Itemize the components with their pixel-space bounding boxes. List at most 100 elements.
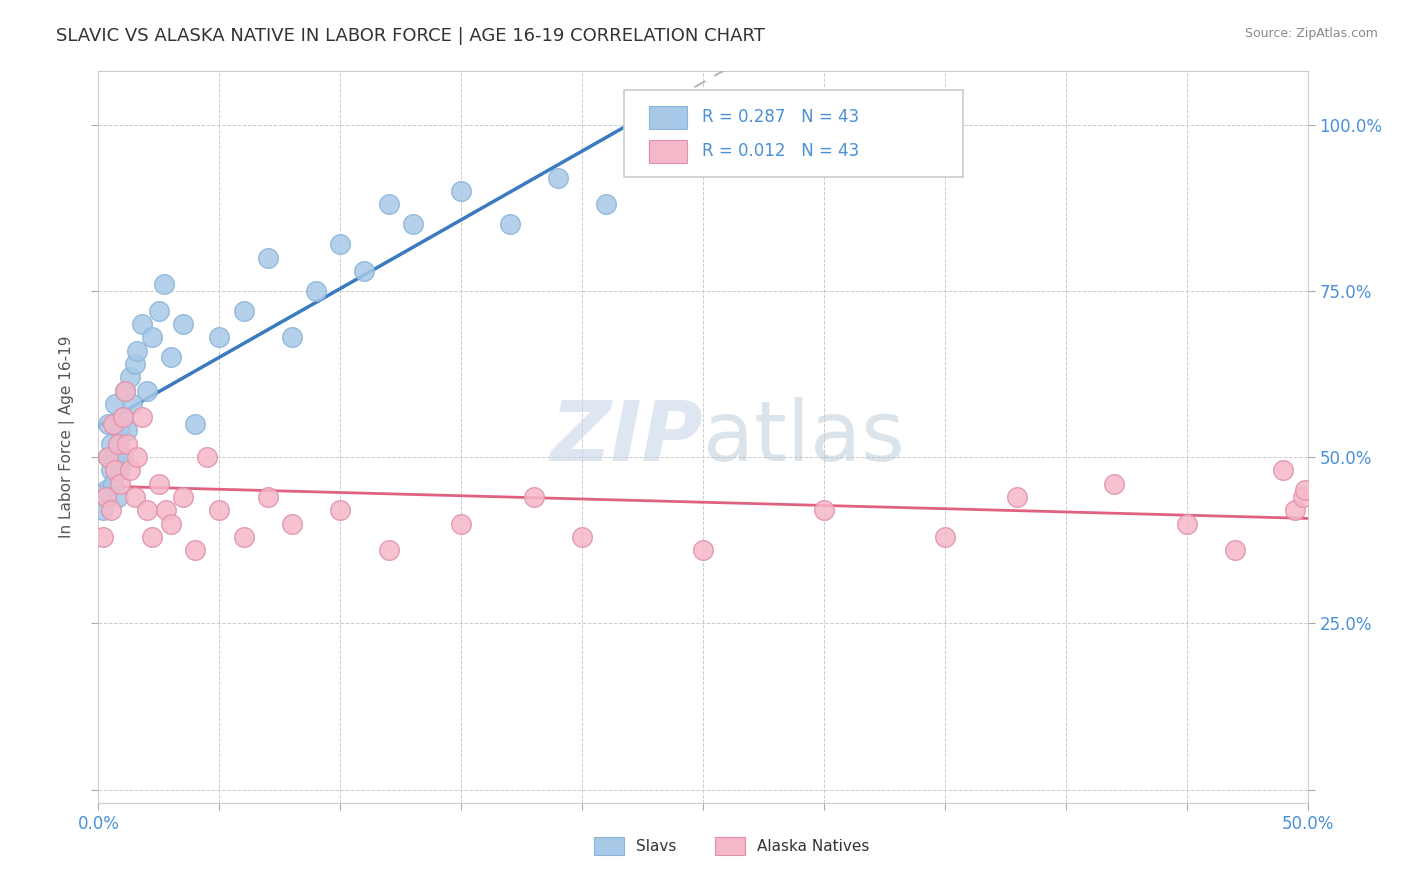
Point bbox=[281, 330, 304, 344]
Point bbox=[281, 516, 304, 531]
Point bbox=[402, 217, 425, 231]
Point bbox=[101, 417, 124, 431]
Point bbox=[124, 357, 146, 371]
Point bbox=[595, 197, 617, 211]
Point bbox=[152, 277, 174, 292]
Point bbox=[353, 264, 375, 278]
Point bbox=[1294, 483, 1316, 498]
Text: ZIP: ZIP bbox=[550, 397, 703, 477]
Point bbox=[172, 490, 194, 504]
Point bbox=[160, 516, 183, 531]
Point bbox=[135, 503, 157, 517]
Point bbox=[195, 450, 218, 464]
Point bbox=[571, 530, 593, 544]
Point bbox=[114, 384, 136, 398]
Point bbox=[208, 503, 231, 517]
FancyBboxPatch shape bbox=[648, 139, 688, 163]
Point bbox=[91, 503, 114, 517]
Point bbox=[523, 490, 546, 504]
Point bbox=[1284, 503, 1306, 517]
Point bbox=[107, 436, 129, 450]
Point bbox=[160, 351, 183, 365]
Point bbox=[934, 530, 956, 544]
Point bbox=[118, 463, 141, 477]
Point bbox=[94, 490, 117, 504]
Point bbox=[692, 543, 714, 558]
Point bbox=[104, 463, 127, 477]
Point bbox=[91, 530, 114, 544]
Point bbox=[100, 436, 122, 450]
Text: atlas: atlas bbox=[703, 397, 904, 477]
Point bbox=[127, 343, 149, 358]
Point bbox=[450, 516, 472, 531]
Point bbox=[104, 450, 127, 464]
Point bbox=[155, 503, 177, 517]
Point bbox=[1292, 490, 1315, 504]
Point bbox=[305, 284, 328, 298]
Point bbox=[127, 450, 149, 464]
Point bbox=[1102, 476, 1125, 491]
Point bbox=[114, 384, 136, 398]
Point bbox=[329, 237, 352, 252]
Point bbox=[232, 303, 254, 318]
Text: R = 0.012   N = 43: R = 0.012 N = 43 bbox=[702, 142, 859, 161]
Text: SLAVIC VS ALASKA NATIVE IN LABOR FORCE | AGE 16-19 CORRELATION CHART: SLAVIC VS ALASKA NATIVE IN LABOR FORCE |… bbox=[56, 27, 765, 45]
FancyBboxPatch shape bbox=[624, 90, 963, 178]
Point bbox=[118, 370, 141, 384]
Point bbox=[124, 490, 146, 504]
Point bbox=[329, 503, 352, 517]
Point bbox=[121, 397, 143, 411]
Point bbox=[498, 217, 520, 231]
Point bbox=[148, 303, 170, 318]
Point bbox=[117, 436, 139, 450]
Point bbox=[101, 476, 124, 491]
Point bbox=[100, 463, 122, 477]
Point bbox=[108, 476, 131, 491]
Point bbox=[1223, 543, 1246, 558]
Point bbox=[644, 151, 666, 165]
Point bbox=[184, 417, 207, 431]
Text: R = 0.287   N = 43: R = 0.287 N = 43 bbox=[702, 109, 859, 127]
Text: Slavs: Slavs bbox=[637, 839, 676, 855]
Point bbox=[813, 503, 835, 517]
Point bbox=[256, 490, 278, 504]
Text: Alaska Natives: Alaska Natives bbox=[758, 839, 870, 855]
Point bbox=[184, 543, 207, 558]
FancyBboxPatch shape bbox=[716, 838, 745, 855]
Point bbox=[256, 251, 278, 265]
Point bbox=[141, 530, 163, 544]
Point bbox=[377, 543, 399, 558]
Point bbox=[208, 330, 231, 344]
Point bbox=[111, 410, 134, 425]
Text: Source: ZipAtlas.com: Source: ZipAtlas.com bbox=[1244, 27, 1378, 40]
Point bbox=[94, 483, 117, 498]
Point bbox=[108, 463, 131, 477]
Point bbox=[111, 450, 134, 464]
Point bbox=[117, 424, 139, 438]
Point bbox=[97, 450, 120, 464]
Point bbox=[111, 410, 134, 425]
Point bbox=[141, 330, 163, 344]
Point bbox=[97, 450, 120, 464]
Point bbox=[104, 397, 127, 411]
FancyBboxPatch shape bbox=[595, 838, 624, 855]
FancyBboxPatch shape bbox=[648, 106, 688, 129]
Point bbox=[100, 503, 122, 517]
Point bbox=[135, 384, 157, 398]
Point bbox=[108, 424, 131, 438]
Point bbox=[148, 476, 170, 491]
Point bbox=[1175, 516, 1198, 531]
Point bbox=[377, 197, 399, 211]
Point bbox=[1272, 463, 1295, 477]
Point bbox=[232, 530, 254, 544]
Y-axis label: In Labor Force | Age 16-19: In Labor Force | Age 16-19 bbox=[59, 335, 75, 539]
Point bbox=[131, 410, 153, 425]
Point bbox=[131, 317, 153, 331]
Point bbox=[172, 317, 194, 331]
Point bbox=[107, 436, 129, 450]
Point bbox=[547, 170, 569, 185]
Point bbox=[97, 417, 120, 431]
Point bbox=[107, 490, 129, 504]
Point bbox=[450, 184, 472, 198]
Point bbox=[1007, 490, 1029, 504]
